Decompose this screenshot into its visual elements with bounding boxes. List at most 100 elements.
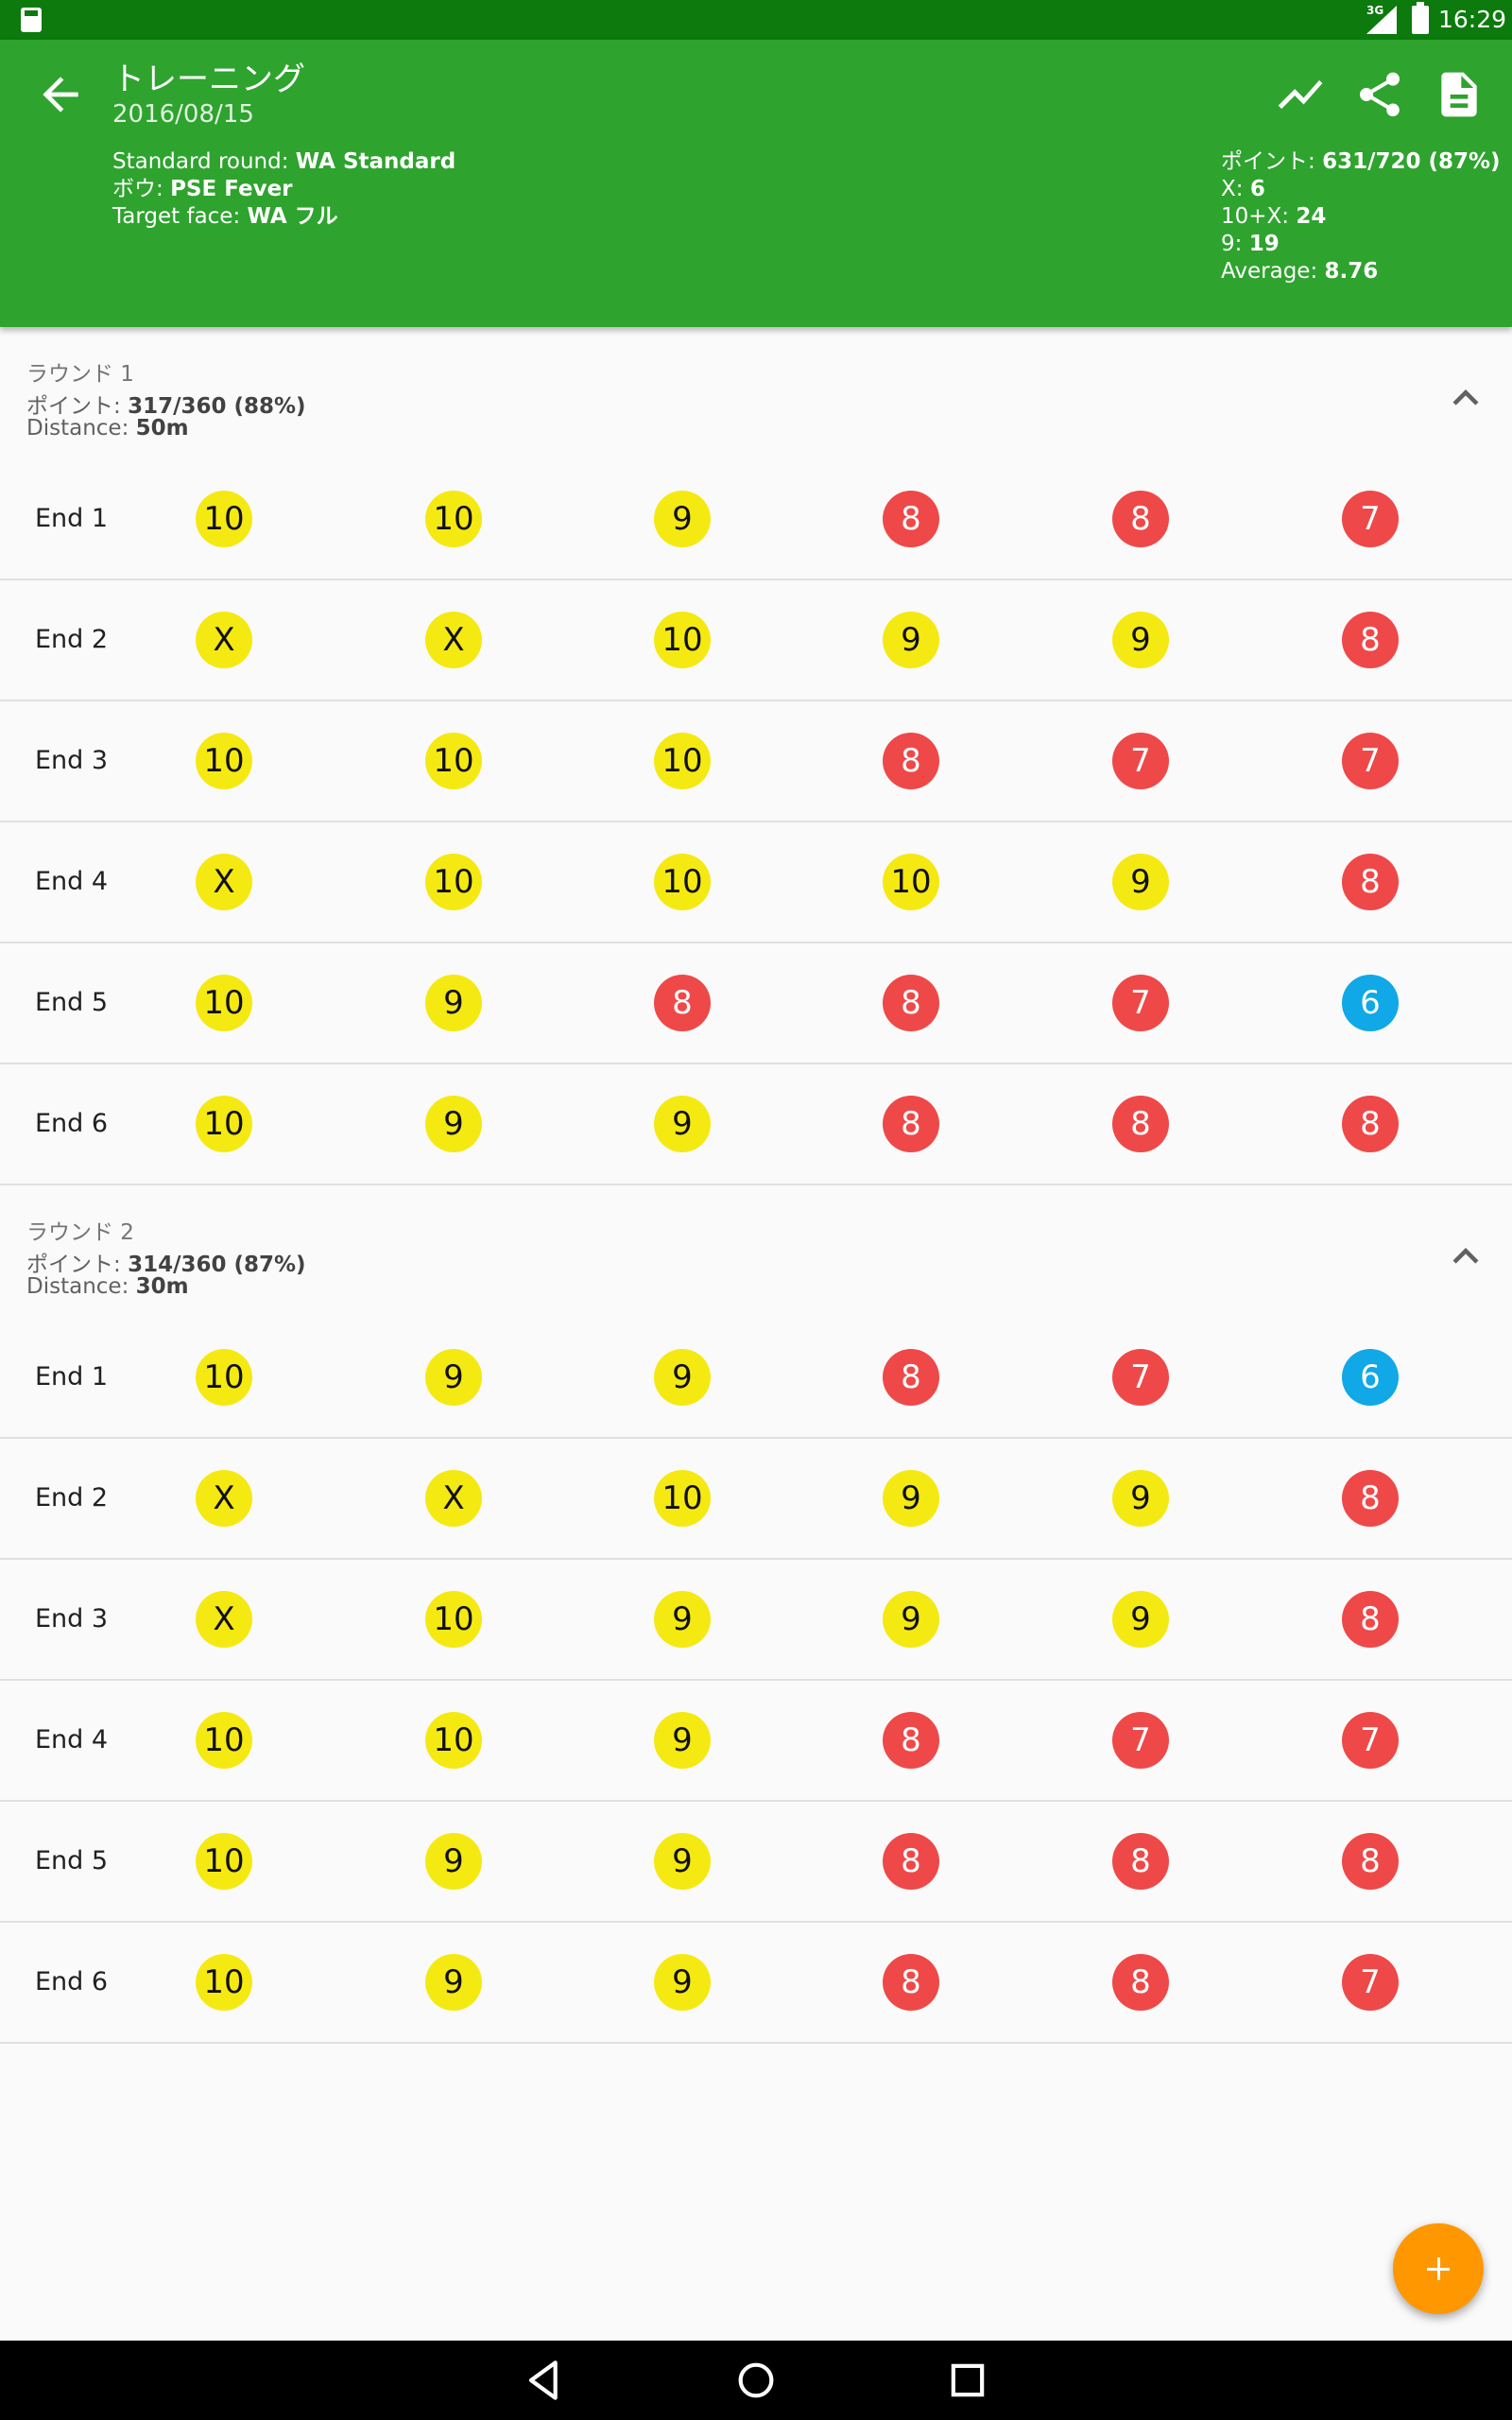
arrow-score: 8 xyxy=(1342,1096,1399,1152)
round-2-header[interactable]: ラウンド 2 ポイント: 314/360 (87%) Distance: 30m xyxy=(0,1185,1512,1318)
arrow-score: 6 xyxy=(1342,1349,1399,1406)
cell-signal-icon: 3G xyxy=(1366,4,1397,34)
arrow-score: 10 xyxy=(654,612,711,668)
x-count-line: X: 6 xyxy=(1221,177,1265,201)
end-label: End 5 xyxy=(35,988,109,1017)
end-label: End 3 xyxy=(35,746,109,775)
status-bar: 3G 16:29 xyxy=(0,0,1512,40)
end-row[interactable]: End 5 10 9 8 8 7 6 xyxy=(0,943,1512,1064)
arrow-score: 9 xyxy=(425,975,482,1031)
ten-x-count-line: 10+X: 24 xyxy=(1221,204,1327,229)
standard-round-line: Standard round: WA Standard xyxy=(112,149,456,174)
arrow-score: 9 xyxy=(883,1591,939,1648)
back-nav-icon[interactable] xyxy=(518,2354,571,2407)
arrow-score: 9 xyxy=(654,491,711,547)
share-icon[interactable] xyxy=(1353,68,1406,121)
rounds-list: ラウンド 1 ポイント: 317/360 (88%) Distance: 50m… xyxy=(0,327,1512,2044)
round-1-header[interactable]: ラウンド 1 ポイント: 317/360 (88%) Distance: 50m xyxy=(0,327,1512,459)
statistics-icon[interactable] xyxy=(1274,68,1327,121)
arrow-score: 8 xyxy=(654,975,711,1031)
arrow-score: 8 xyxy=(1342,1470,1399,1527)
end-row[interactable]: End 3 X 10 9 9 9 8 xyxy=(0,1560,1512,1681)
training-details: Standard round: WA Standard ボウ: PSE Feve… xyxy=(112,148,455,231)
arrow-score: 8 xyxy=(1342,1591,1399,1648)
arrow-score: 8 xyxy=(883,1833,939,1890)
end-row[interactable]: End 2 X X 10 9 9 8 xyxy=(0,1439,1512,1560)
home-nav-icon[interactable] xyxy=(730,2354,782,2407)
sd-card-icon xyxy=(21,8,42,32)
end-label: End 2 xyxy=(35,625,109,654)
end-row[interactable]: End 2 X X 10 9 9 8 xyxy=(0,580,1512,701)
arrow-score: 9 xyxy=(654,1349,711,1406)
arrow-score: 10 xyxy=(883,854,939,910)
end-label: End 4 xyxy=(35,867,109,896)
end-row[interactable]: End 1 10 9 9 8 7 6 xyxy=(0,1318,1512,1439)
recents-nav-icon[interactable] xyxy=(941,2354,994,2407)
arrow-score: 9 xyxy=(1112,854,1169,910)
end-label: End 5 xyxy=(35,1846,109,1876)
arrow-score: 8 xyxy=(1112,1096,1169,1152)
end-label: End 6 xyxy=(35,1109,109,1138)
arrow-score: 8 xyxy=(883,491,939,547)
arrow-score: 9 xyxy=(654,1954,711,2011)
end-row[interactable]: End 5 10 9 9 8 8 8 xyxy=(0,1802,1512,1923)
arrow-score: 9 xyxy=(654,1712,711,1769)
arrow-score: X xyxy=(196,854,252,910)
arrow-score: 9 xyxy=(1112,612,1169,668)
arrow-score: 10 xyxy=(196,975,252,1031)
round-distance: Distance: 30m xyxy=(26,1274,189,1299)
arrow-score: 9 xyxy=(654,1833,711,1890)
bow-line: ボウ: PSE Fever xyxy=(112,177,293,201)
arrow-score: X xyxy=(425,1470,482,1527)
arrow-score: X xyxy=(425,612,482,668)
arrow-score: 9 xyxy=(1112,1591,1169,1648)
add-end-fab[interactable] xyxy=(1393,2223,1484,2314)
arrow-score: 10 xyxy=(654,1470,711,1527)
end-label: End 6 xyxy=(35,1967,109,1996)
arrow-score: 7 xyxy=(1112,975,1169,1031)
arrow-score: 6 xyxy=(1342,975,1399,1031)
arrow-score: 10 xyxy=(196,491,252,547)
arrow-score: 9 xyxy=(425,1833,482,1890)
training-stats: ポイント: 631/720 (87%) X: 6 10+X: 24 9: 19 … xyxy=(1221,148,1501,285)
arrow-score: 7 xyxy=(1112,1712,1169,1769)
arrow-score: 8 xyxy=(1112,1954,1169,2011)
end-label: End 1 xyxy=(35,1362,109,1392)
end-row[interactable]: End 4 10 10 9 8 7 7 xyxy=(0,1681,1512,1802)
arrow-score: 9 xyxy=(883,1470,939,1527)
arrow-score: 10 xyxy=(196,733,252,789)
back-arrow-icon[interactable] xyxy=(34,68,87,121)
target-face-line: Target face: WA フル xyxy=(112,204,338,229)
training-date: 2016/08/15 xyxy=(112,100,254,129)
arrow-score: 7 xyxy=(1342,1954,1399,2011)
arrow-score: 10 xyxy=(196,1954,252,2011)
arrow-score: 8 xyxy=(1342,612,1399,668)
collapse-chevron-up-icon[interactable] xyxy=(1440,372,1491,424)
arrow-score: 7 xyxy=(1342,733,1399,789)
end-row[interactable]: End 6 10 9 9 8 8 7 xyxy=(0,1923,1512,2044)
end-row[interactable]: End 6 10 9 9 8 8 8 xyxy=(0,1064,1512,1185)
end-label: End 4 xyxy=(35,1725,109,1754)
arrow-score: 9 xyxy=(883,612,939,668)
arrow-score: 9 xyxy=(425,1096,482,1152)
arrow-score: 8 xyxy=(1342,854,1399,910)
page-title: トレーニング xyxy=(112,60,305,98)
total-points-line: ポイント: 631/720 (87%) xyxy=(1221,149,1501,174)
round-title: ラウンド 1 xyxy=(26,362,134,387)
arrow-score: 8 xyxy=(883,1096,939,1152)
end-row[interactable]: End 1 10 10 9 8 8 7 xyxy=(0,459,1512,580)
arrow-score: 10 xyxy=(425,733,482,789)
arrow-score: 10 xyxy=(196,1349,252,1406)
arrow-score: 10 xyxy=(425,854,482,910)
round-1-ends: End 1 10 10 9 8 8 7 End 2 X X 10 9 9 8 End 3 10 10 10 8 7 7 E… xyxy=(0,459,1512,1185)
end-row[interactable]: End 4 X 10 10 10 9 8 xyxy=(0,822,1512,943)
arrow-score: 8 xyxy=(1112,1833,1169,1890)
document-icon[interactable] xyxy=(1433,68,1486,121)
end-row[interactable]: End 3 10 10 10 8 7 7 xyxy=(0,701,1512,822)
round-title: ラウンド 2 xyxy=(26,1220,134,1245)
arrow-score: 9 xyxy=(654,1591,711,1648)
arrow-score: 9 xyxy=(654,1096,711,1152)
arrow-score: 10 xyxy=(425,1591,482,1648)
round-2-ends: End 1 10 9 9 8 7 6 End 2 X X 10 9 9 8 End 3 X 10 9 9 9 8 End … xyxy=(0,1318,1512,2044)
collapse-chevron-up-icon[interactable] xyxy=(1440,1231,1491,1282)
